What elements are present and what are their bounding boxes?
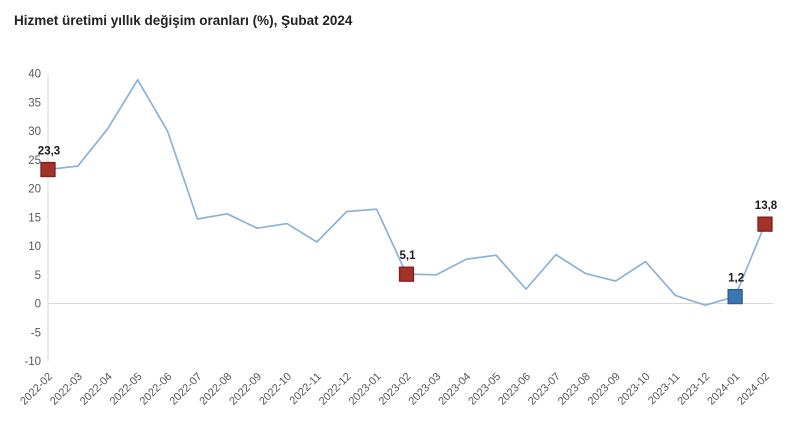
y-tick-label: 40 — [28, 69, 41, 81]
x-tick-label: 2023-10 — [616, 371, 653, 408]
data-point-label: 5,1 — [400, 250, 417, 262]
data-point-marker[interactable] — [398, 266, 415, 282]
data-point-marker[interactable] — [40, 161, 56, 178]
y-tick-label: 15 — [28, 212, 41, 224]
data-point-label: 13,8 — [755, 200, 778, 212]
y-tick-label: 10 — [28, 241, 41, 253]
x-tick-label: 2022-10 — [257, 371, 294, 408]
data-point-label: 23,3 — [38, 146, 60, 158]
y-tick-label: 5 — [35, 270, 41, 282]
x-tick-label: 2024-02 — [735, 371, 772, 408]
y-tick-label: -5 — [31, 327, 41, 339]
y-tick-label: 35 — [28, 97, 41, 109]
y-tick-label: 0 — [35, 299, 41, 311]
chart-title: Hizmet üretimi yıllık değişim oranları (… — [14, 13, 353, 28]
data-point-marker[interactable] — [757, 216, 773, 232]
y-tick-label: 25 — [28, 155, 41, 167]
data-point-marker[interactable] — [727, 288, 743, 305]
data-point-label: 1,2 — [728, 273, 744, 285]
y-tick-label: 30 — [28, 126, 41, 138]
y-tick-label: -10 — [24, 356, 41, 368]
y-tick-label: 20 — [28, 184, 41, 196]
